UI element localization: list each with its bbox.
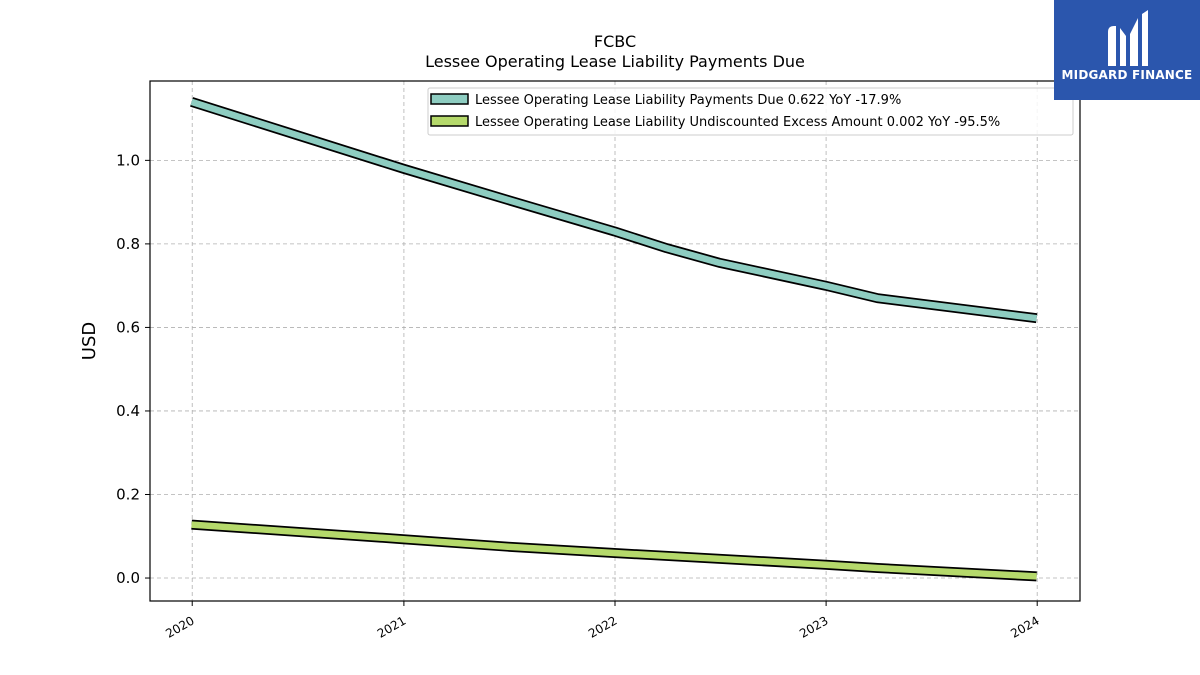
y-axis: 0.0 0.2 0.4 0.6 0.8 1.0 — [116, 151, 150, 587]
legend-label-undiscounted-excess: Lessee Operating Lease Liability Undisco… — [475, 115, 1000, 130]
y-tick-label: 1.0 — [116, 151, 140, 169]
legend-swatch-payments-due — [430, 93, 469, 105]
y-tick-label: 0.4 — [116, 402, 140, 420]
y-axis-label: USD — [79, 322, 100, 360]
legend-frame — [427, 87, 1074, 136]
series-payments-due — [190, 97, 1038, 324]
x-tick-label: 2022 — [586, 613, 619, 640]
y-tick-label: 0.0 — [116, 569, 140, 587]
grid — [150, 81, 1080, 601]
x-tick-label: 2020 — [163, 613, 196, 640]
logo-wordmark: MIDGARD FINANCE — [1061, 68, 1193, 82]
x-tick-label: 2023 — [797, 613, 830, 640]
series-layer — [190, 97, 1038, 582]
chart-subtitle: Lessee Operating Lease Liability Payment… — [425, 52, 805, 71]
series-line — [190, 98, 1038, 322]
x-tick-label: 2024 — [1008, 613, 1041, 640]
midgard-finance-logo: MIDGARD FINANCE — [1054, 0, 1200, 100]
x-axis: 2020 2021 2022 2023 2024 — [163, 601, 1042, 641]
chart-title: FCBC — [594, 32, 636, 51]
midgard-m-logo-icon — [1108, 10, 1148, 66]
y-tick-label: 0.6 — [116, 318, 140, 336]
series-undiscounted-excess — [191, 519, 1037, 582]
legend-swatch-undiscounted-excess — [430, 115, 469, 127]
y-tick-label: 0.2 — [116, 485, 140, 503]
x-tick-label: 2021 — [375, 613, 408, 640]
legend: Lessee Operating Lease Liability Payment… — [427, 87, 1074, 136]
series-line — [191, 521, 1037, 580]
legend-label-payments-due: Lessee Operating Lease Liability Payment… — [475, 93, 901, 108]
y-tick-label: 0.8 — [116, 235, 140, 253]
